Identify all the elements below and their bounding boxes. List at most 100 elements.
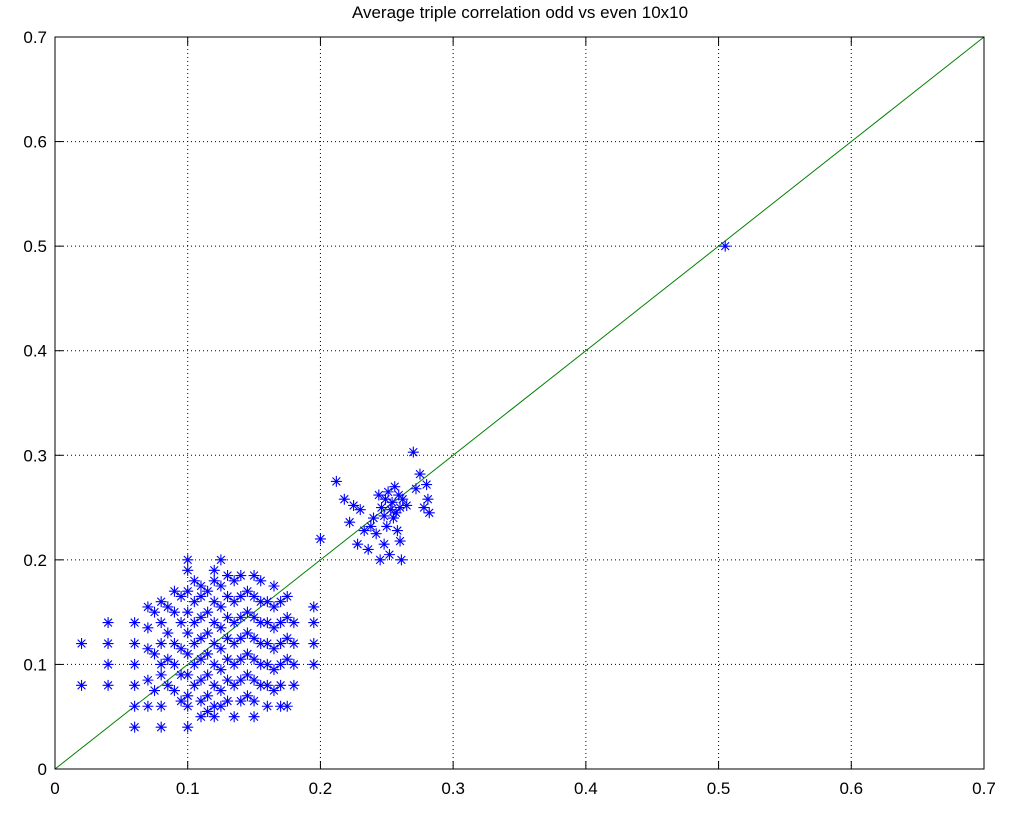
data-point — [195, 711, 207, 723]
y-tick-label: 0.5 — [23, 237, 47, 256]
data-point — [268, 685, 280, 697]
data-point — [401, 499, 413, 511]
data-point — [142, 643, 154, 655]
data-point — [248, 674, 260, 686]
data-point — [162, 627, 174, 639]
data-point — [222, 611, 234, 623]
data-point — [368, 512, 380, 524]
data-point — [208, 575, 220, 587]
data-point — [308, 601, 320, 613]
y-tick-label: 0.3 — [23, 446, 47, 465]
data-point — [129, 638, 141, 650]
data-point — [393, 489, 405, 501]
data-point — [195, 674, 207, 686]
data-point — [188, 679, 200, 691]
data-point — [261, 658, 273, 670]
data-point — [188, 575, 200, 587]
data-point — [215, 664, 227, 676]
data-point — [421, 479, 433, 491]
data-point — [362, 543, 374, 555]
data-point — [379, 493, 391, 505]
data-point — [202, 690, 214, 702]
data-point — [386, 496, 398, 508]
data-point — [149, 606, 161, 618]
data-point — [281, 653, 293, 665]
data-point — [352, 538, 364, 550]
data-point — [155, 638, 167, 650]
data-point — [155, 658, 167, 670]
data-point — [275, 596, 287, 608]
data-point — [208, 711, 220, 723]
data-point — [155, 721, 167, 733]
data-point — [241, 648, 253, 660]
data-point — [288, 617, 300, 629]
data-point — [241, 627, 253, 639]
x-tick-label: 0.2 — [309, 779, 333, 798]
data-point — [394, 535, 406, 547]
data-point — [195, 695, 207, 707]
data-point — [288, 638, 300, 650]
x-tick-label: 0.7 — [972, 779, 996, 798]
data-point — [228, 711, 240, 723]
data-point — [168, 685, 180, 697]
chart-title: Average triple correlation odd vs even 1… — [352, 3, 688, 22]
data-point — [248, 570, 260, 582]
data-point — [228, 617, 240, 629]
data-point — [423, 507, 435, 519]
data-point — [308, 638, 320, 650]
data-point — [395, 554, 407, 566]
x-tick-label: 0.4 — [574, 779, 598, 798]
data-point — [215, 685, 227, 697]
data-point — [155, 617, 167, 629]
data-point — [378, 538, 390, 550]
data-point — [389, 481, 401, 493]
data-point — [268, 622, 280, 634]
data-point — [275, 658, 287, 670]
data-point — [375, 502, 387, 514]
data-point — [168, 658, 180, 670]
data-point — [261, 617, 273, 629]
data-point — [348, 499, 360, 511]
data-point — [202, 648, 214, 660]
data-point — [394, 502, 406, 514]
data-point — [222, 570, 234, 582]
data-point — [175, 695, 187, 707]
data-point — [385, 504, 397, 516]
x-tick-labels: 0 0.1 0.2 0.3 0.4 0.5 0.6 0.7 — [50, 779, 996, 798]
data-point — [410, 483, 422, 495]
data-point — [397, 493, 409, 505]
y-tick-label: 0.7 — [23, 28, 47, 47]
data-point — [142, 700, 154, 712]
data-point — [268, 601, 280, 613]
data-point — [222, 632, 234, 644]
data-point — [168, 585, 180, 597]
data-point — [215, 601, 227, 613]
data-point — [241, 585, 253, 597]
y-tick-label: 0.2 — [23, 551, 47, 570]
data-point — [281, 700, 293, 712]
reference-line — [54, 36, 985, 770]
data-point — [202, 585, 214, 597]
data-point — [248, 711, 260, 723]
data-point — [228, 638, 240, 650]
data-point — [255, 617, 267, 629]
y-tick-labels: 0 0.1 0.2 0.3 0.4 0.5 0.6 0.7 — [23, 28, 47, 779]
data-point — [175, 590, 187, 602]
data-point — [202, 705, 214, 717]
data-point — [288, 658, 300, 670]
data-point — [162, 601, 174, 613]
data-point — [195, 653, 207, 665]
data-point — [261, 700, 273, 712]
data-point — [248, 632, 260, 644]
data-point — [248, 590, 260, 602]
data-point — [235, 611, 247, 623]
data-point — [188, 596, 200, 608]
data-point — [208, 700, 220, 712]
data-point — [354, 504, 366, 516]
axis-ticks — [54, 36, 985, 770]
data-point — [142, 622, 154, 634]
data-point — [208, 564, 220, 576]
data-point — [255, 596, 267, 608]
data-point — [188, 617, 200, 629]
